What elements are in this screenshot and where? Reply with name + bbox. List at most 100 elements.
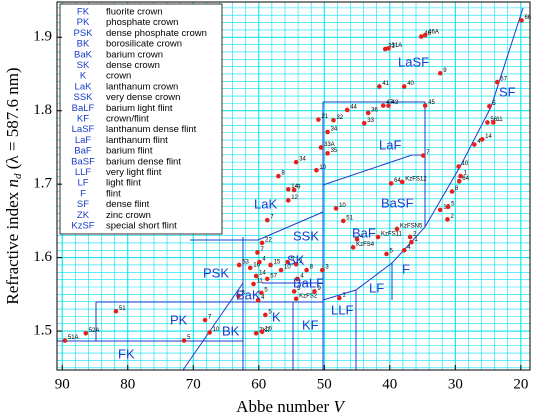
point	[350, 245, 356, 250]
point-label: 3	[241, 290, 245, 296]
point-label: 4	[262, 257, 266, 263]
legend-code: BaSF	[71, 156, 95, 167]
point-label: 5	[187, 335, 191, 341]
region-label: BaF	[352, 225, 376, 240]
point	[264, 276, 270, 282]
y-axis-subscript: d	[12, 173, 24, 179]
point	[487, 104, 492, 109]
point-label: 40	[407, 81, 414, 87]
point-label: 8	[310, 265, 314, 271]
point-label: 12	[291, 195, 298, 201]
point	[268, 262, 273, 268]
legend-text: crown	[106, 71, 131, 82]
point-label: 10	[319, 165, 326, 171]
y-tick-label: 1.5	[33, 323, 52, 339]
region-label: BaK	[236, 287, 261, 302]
legend-code: F	[80, 188, 86, 199]
point	[445, 217, 450, 222]
point-label: 5	[268, 309, 272, 315]
point	[255, 250, 260, 255]
point-label: 7	[260, 247, 264, 253]
point	[236, 262, 242, 268]
legend-code: BK	[77, 39, 90, 50]
point-label: 2	[299, 259, 303, 265]
region-label: FK	[118, 346, 135, 361]
point	[285, 187, 291, 192]
point-label: 10	[462, 161, 469, 167]
point-label: 11	[496, 117, 503, 123]
point-label: 4	[360, 234, 364, 240]
y-axis-title: Refractive index nd (λ = 587.6 nm)	[3, 67, 26, 304]
point-label: 10	[284, 265, 291, 271]
legend-text: flint	[106, 188, 121, 199]
point-label: 35	[331, 148, 338, 154]
ticks: 90 80 70 60 50 40 30 20 1.5 1.6 1.7 1.8 1.9	[33, 29, 528, 393]
x-tick-label: 40	[382, 376, 397, 392]
legend-code: SSK	[73, 92, 93, 103]
point-label: KzFS4	[356, 242, 375, 248]
legend-text: barium dense flint	[106, 156, 181, 167]
point	[494, 79, 500, 85]
region-label: BK	[222, 323, 240, 338]
point	[458, 173, 463, 179]
point	[333, 206, 339, 211]
point-label: 45	[428, 100, 435, 106]
point	[399, 179, 405, 185]
point	[285, 259, 290, 265]
point	[181, 338, 187, 343]
point-label: 53	[242, 260, 249, 266]
x-axis-title-text: Abbe number	[236, 397, 329, 416]
point	[247, 265, 253, 271]
point-label: 4	[300, 273, 304, 279]
point-label: KzFS2	[299, 293, 318, 299]
point	[449, 189, 455, 194]
point	[253, 330, 259, 336]
legend-code: K	[80, 71, 87, 82]
point-label: 22	[265, 238, 272, 244]
legend-text: lanthanum dense flint	[106, 124, 197, 135]
point-label: 57	[270, 273, 277, 279]
point	[377, 84, 382, 89]
x-tick-label: 20	[513, 376, 528, 392]
region-label: F	[402, 261, 410, 276]
legend-code: PK	[77, 17, 90, 28]
point	[384, 251, 389, 257]
point-label: 31	[388, 44, 395, 50]
region-label: LaK	[254, 196, 277, 211]
point	[62, 338, 68, 343]
point-label: 5	[291, 257, 295, 263]
point-label: 34	[331, 127, 338, 133]
point	[207, 330, 212, 335]
point-label: 8	[281, 171, 285, 177]
point-label: 66	[524, 15, 531, 21]
point	[318, 145, 324, 150]
point	[394, 226, 400, 232]
point	[291, 187, 297, 193]
region-label: K	[272, 309, 281, 324]
legend-text: fluorite crown	[106, 7, 163, 18]
legend-text: lanthanum crown	[106, 81, 178, 92]
point	[113, 308, 119, 314]
region-label: SK	[287, 252, 305, 267]
point-label: 32	[336, 115, 343, 121]
point-label: 10	[265, 326, 272, 332]
region-label: KF	[302, 317, 319, 332]
point-label: 34	[299, 157, 306, 163]
point-label: 2	[413, 232, 417, 238]
x-axis-title: Abbe number V	[236, 397, 346, 416]
x-axis-symbol: V	[333, 397, 346, 416]
point	[361, 120, 367, 126]
point	[314, 167, 319, 173]
point-label: 51	[119, 306, 126, 312]
point-label: KzFS11	[381, 232, 403, 238]
point	[337, 295, 342, 301]
point	[291, 289, 297, 294]
region-label: PK	[170, 312, 188, 327]
point-label: 36	[371, 107, 378, 113]
legend-code: LaSF	[72, 124, 95, 135]
region-label: LaSF	[398, 54, 429, 69]
point-label: 57	[500, 77, 507, 83]
point-label: 4	[261, 295, 265, 301]
boundary	[57, 7, 524, 371]
